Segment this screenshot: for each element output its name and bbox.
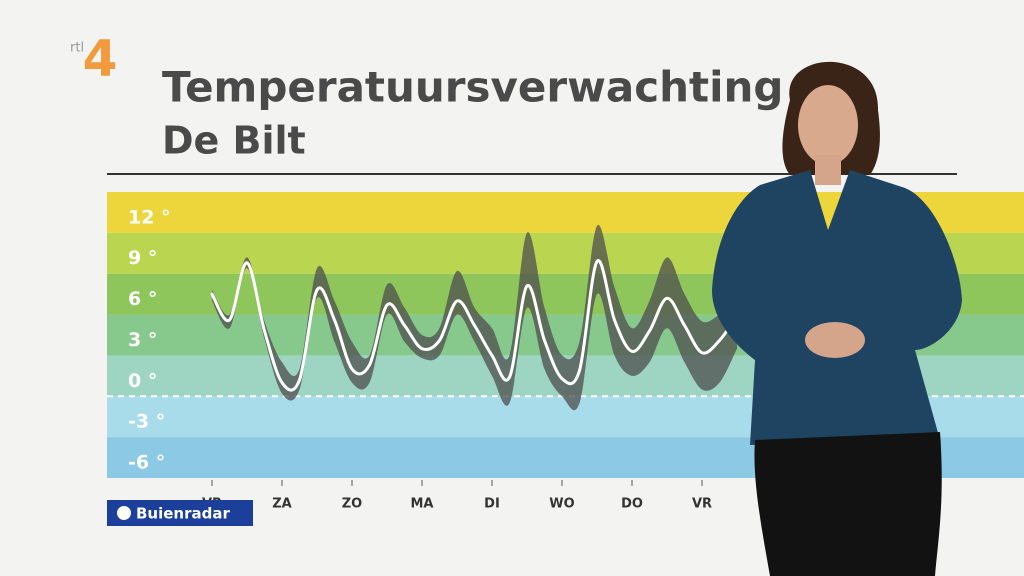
channel-brand: rtl: [70, 41, 84, 56]
y-tick-label: 6 °: [128, 288, 157, 310]
chart-subtitle: De Bilt: [162, 119, 306, 163]
y-tick-label: -6 °: [128, 452, 165, 474]
y-tick-label: 3 °: [128, 329, 157, 351]
x-tick-label: DI: [484, 497, 500, 512]
sponsor-badge: [107, 500, 253, 526]
y-tick-label: 0 °: [128, 370, 157, 392]
x-tick-label: VR: [692, 497, 712, 512]
sponsor-icon: [117, 506, 131, 520]
y-tick-label: 12 °: [128, 206, 171, 228]
y-tick-label: 9 °: [128, 247, 157, 269]
x-tick-label: ZA: [272, 497, 292, 512]
x-tick-label: MA: [411, 497, 434, 512]
temperature-line: [210, 259, 739, 392]
chart-title: Temperatuursverwachting: [162, 63, 783, 112]
x-tick-label: DO: [621, 497, 643, 512]
presenter: [712, 61, 962, 576]
y-tick-label: -3 °: [128, 411, 165, 433]
x-tick-label: ZO: [342, 497, 362, 512]
channel-number: 4: [83, 30, 118, 88]
sponsor-name: Buienradar: [136, 505, 230, 523]
x-tick-label: WO: [549, 497, 574, 512]
range-band: [212, 225, 737, 411]
